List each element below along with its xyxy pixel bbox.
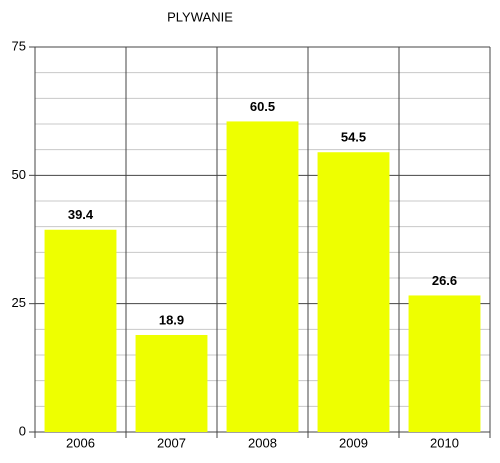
bar [226,121,299,432]
x-tick-label: 2010 [430,435,459,450]
x-tick-label: 2009 [339,435,368,450]
value-label: 39.4 [68,207,94,222]
bar [408,295,481,432]
bar [44,229,117,432]
y-tick-label: 75 [12,38,26,53]
y-tick-label: 50 [12,167,26,182]
chart-title: PLYWANIE [167,9,233,24]
y-tick-label: 0 [19,423,26,438]
value-label: 18.9 [159,312,184,327]
bar [135,334,208,432]
value-label: 26.6 [432,273,457,288]
value-label: 60.5 [250,99,275,114]
x-tick-label: 2007 [157,435,186,450]
y-tick-label: 25 [12,295,26,310]
value-label: 54.5 [341,130,366,145]
x-tick-label: 2008 [248,435,277,450]
bar [317,152,390,432]
x-tick-label: 2006 [66,435,95,450]
